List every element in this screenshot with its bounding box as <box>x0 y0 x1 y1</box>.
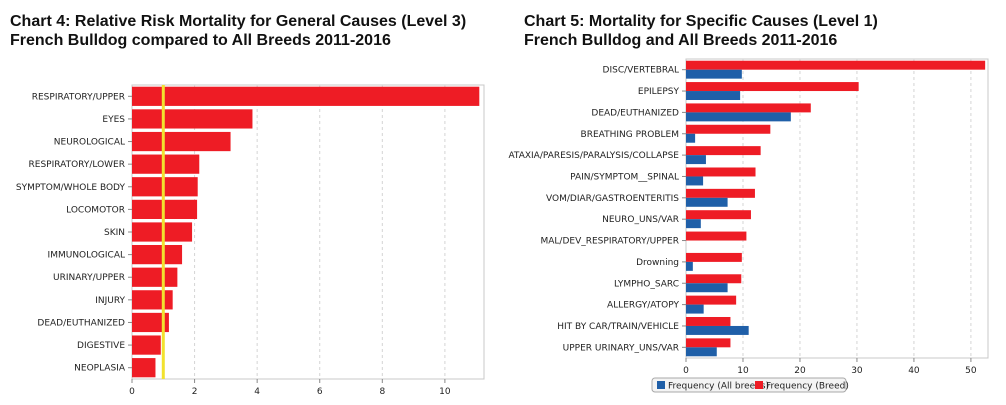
chart5-bar-breed <box>686 210 751 220</box>
chart4-bar <box>132 154 200 174</box>
chart5-category-label: HIT BY CAR/TRAIN/VEHICLE <box>557 322 679 332</box>
chart4-category-label: RESPIRATORY/LOWER <box>29 160 126 170</box>
chart4-x-tick-label: 0 <box>129 387 135 397</box>
chart4-x-tick-label: 8 <box>379 387 385 397</box>
chart4-bar <box>132 267 178 287</box>
chart4-x-tick-label: 6 <box>317 387 323 397</box>
chart4-plot: 0 2 4 6 8 10 RESPIRATORY/UPPER EYES NEUROLOGICAL… <box>16 84 485 397</box>
chart5-title: Chart 5: Mortality for Specific Causes (… <box>524 13 878 30</box>
chart5-category-label: DEAD/EUTHANIZED <box>591 108 679 118</box>
chart4-category-label: INJURY <box>95 296 125 306</box>
chart5-bar-all-breeds <box>686 347 717 357</box>
chart5-legend-box <box>651 377 847 393</box>
chart5-x-tick-label: 10 <box>737 366 749 376</box>
chart4-x-tick-label: 4 <box>254 387 260 397</box>
chart5-bar-all-breeds <box>686 197 728 207</box>
chart5-category-label: EPILEPSY <box>638 87 680 97</box>
chart5-legend-label-breed: Frequency (Breed) <box>766 382 849 392</box>
chart5-bar-all-breeds <box>686 176 704 186</box>
chart5-bar-all-breeds <box>686 133 696 143</box>
chart5-x-tick-label: 40 <box>908 366 920 376</box>
chart4-category-label: SYMPTOM/WHOLE BODY <box>16 183 126 193</box>
chart5-title-block: Chart 5: Mortality for Specific Causes (… <box>524 12 994 50</box>
chart4-x-tick-label: 10 <box>439 387 451 397</box>
chart4-bar <box>132 86 480 106</box>
chart4-title-block: Chart 4: Relative Risk Mortality for Gen… <box>10 12 500 50</box>
chart5-bar-all-breeds <box>686 261 693 271</box>
chart5-category-label: Drowning <box>636 258 679 268</box>
chart5-bar-breed <box>686 188 755 198</box>
chart5-subtitle: French Bulldog and All Breeds 2011-2016 <box>524 32 838 49</box>
chart5-bar-breed <box>686 316 731 326</box>
chart4-category-label: NEUROLOGICAL <box>54 138 125 148</box>
chart4-bar <box>132 290 173 310</box>
chart5-bar-breed <box>686 295 737 305</box>
chart4-bar <box>132 358 156 378</box>
chart4-category-label: IMMUNOLOGICAL <box>48 251 125 261</box>
chart5-category-label: BREATHING PROBLEM <box>581 130 679 140</box>
chart5-bar-breed <box>686 124 771 134</box>
chart4-category-label: RESPIRATORY/UPPER <box>32 92 125 102</box>
chart5-category-label: UPPER URINARY_UNS/VAR <box>563 343 679 353</box>
chart5-legend-label-all-breeds: Frequency (All breeds) <box>668 382 769 392</box>
chart5-bar-breed <box>686 146 761 156</box>
chart5-bar-breed <box>686 338 731 348</box>
chart4-category-label: DEAD/EUTHANIZED <box>37 318 125 328</box>
chart5-category-label: ATAXIA/PARESIS/PARALYSIS/COLLAPSE <box>508 151 679 161</box>
chart5-x-tick-label: 30 <box>851 366 863 376</box>
chart4-bar <box>132 312 169 333</box>
chart5-x-tick-label: 0 <box>683 366 689 376</box>
chart5-bar-breed <box>686 231 747 241</box>
chart4-category-label: LOCOMOTOR <box>66 205 125 215</box>
chart5-category-label: NEURO_UNS/VAR <box>602 215 679 225</box>
chart4-bar <box>132 245 183 265</box>
chart5-bar-breed <box>686 103 811 113</box>
chart4-category-label: SKIN <box>104 228 125 238</box>
chart5-bar-breed <box>686 274 742 284</box>
chart5-category-label: VOM/DIAR/GASTROENTERITIS <box>546 194 679 204</box>
chart4-x-tick-label: 2 <box>192 387 198 397</box>
chart5-bar-all-breeds <box>686 304 704 314</box>
chart5-bar-breed <box>686 82 859 92</box>
chart5-plot: 0 10 20 30 40 50 DISC/VERTEBRAL EPILEPSY DEAD/EU… <box>508 58 989 393</box>
chart5-bar-all-breeds <box>686 91 741 101</box>
chart5-category-label: DISC/VERTEBRAL <box>603 66 679 76</box>
chart5-category-label: PAIN/SYMPTOM__SPINAL <box>570 172 679 182</box>
chart5-bar-all-breeds <box>686 155 706 165</box>
chart5-category-label: ALLERGY/ATOPY <box>607 301 679 311</box>
chart4-bar <box>132 335 161 355</box>
chart5-bar-all-breeds <box>686 219 701 229</box>
chart4-title: Chart 4: Relative Risk Mortality for Gen… <box>10 13 467 30</box>
chart5-bar-all-breeds <box>686 112 791 122</box>
chart4-bar <box>132 131 231 152</box>
chart5-bar-breed <box>686 252 742 262</box>
chart4-bar <box>132 109 253 129</box>
chart5-legend-swatch-breed <box>755 381 763 389</box>
chart5-category-label: MAL/DEV_RESPIRATORY/UPPER <box>541 237 680 247</box>
chart4-category-label: NEOPLASIA <box>74 364 126 374</box>
chart4-subtitle: French Bulldog compared to All Breeds 20… <box>10 32 391 49</box>
chart4-bar <box>132 177 198 197</box>
chart5-bar-breed <box>686 60 986 70</box>
chart4-category-label: EYES <box>102 115 125 125</box>
chart5-x-tick-label: 20 <box>794 366 806 376</box>
chart5-bar-breed <box>686 167 756 177</box>
chart5-bar-all-breeds <box>686 283 728 293</box>
chart4-category-label: URINARY/UPPER <box>53 273 125 283</box>
chart5-bar-all-breeds <box>686 325 749 335</box>
chart5-x-tick-label: 50 <box>965 366 977 376</box>
chart5-legend: Frequency (All breeds)Frequency (Breed) <box>651 377 849 393</box>
chart4-category-label: DIGESTIVE <box>77 341 125 351</box>
chart5-category-label: LYMPHO_SARC <box>614 279 679 289</box>
chart5-legend-swatch-all-breeds <box>657 381 665 389</box>
chart5-bar-all-breeds <box>686 69 742 79</box>
